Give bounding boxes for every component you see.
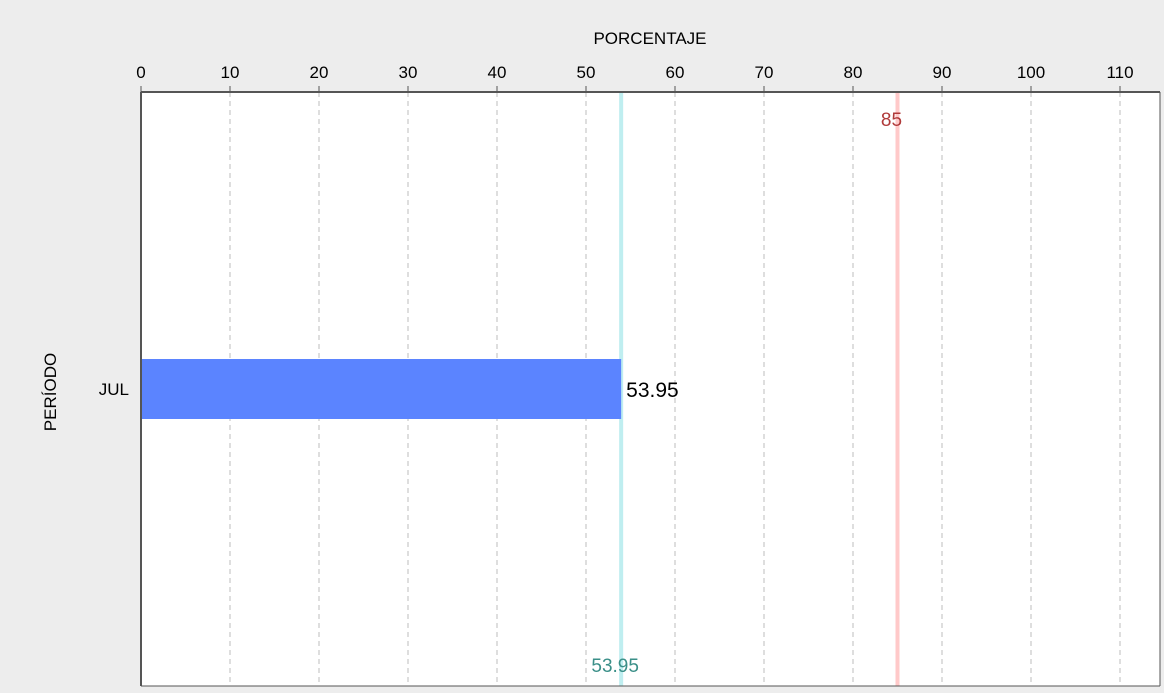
x-tick-label: 100 [1017,63,1045,82]
y-categories: JUL [99,380,129,399]
x-tick-label: 60 [666,63,685,82]
y-axis-title: PERÍODO [41,353,60,431]
bar-value-label: 53.95 [626,379,679,402]
x-tick-label: 30 [399,63,418,82]
x-tick-label: 50 [577,63,596,82]
bars: 53.95 [141,359,679,419]
x-tick-label: 40 [488,63,507,82]
reference-line-label: 85 [881,110,902,131]
x-tick-label: 0 [136,63,145,82]
x-axis-title: PORCENTAJE [593,29,706,48]
x-tick-label: 80 [844,63,863,82]
x-ticks: 0 10 20 30 40 50 60 70 80 90 100 110 [136,63,1134,92]
x-tick-label: 70 [755,63,774,82]
x-tick-label: 110 [1106,63,1133,82]
y-category-label: JUL [99,380,129,399]
x-tick-label: 10 [221,63,240,82]
bar [141,359,622,419]
reference-line-label: 53.95 [591,656,639,677]
x-tick-label: 90 [933,63,952,82]
x-tick-label: 20 [310,63,329,82]
axes [140,91,1161,687]
